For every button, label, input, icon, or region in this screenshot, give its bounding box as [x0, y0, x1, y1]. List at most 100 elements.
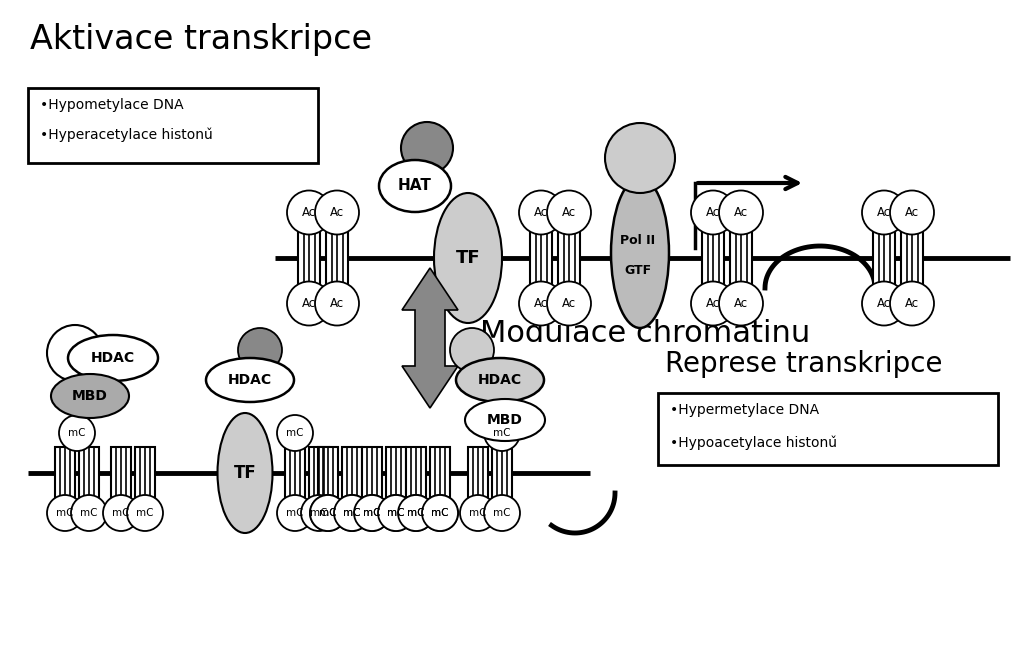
Bar — [430, 447, 450, 499]
Ellipse shape — [206, 358, 294, 402]
Circle shape — [310, 495, 346, 531]
Bar — [285, 447, 305, 499]
Circle shape — [862, 281, 906, 325]
Bar — [111, 447, 131, 499]
Text: Ac: Ac — [330, 206, 344, 219]
Text: Ac: Ac — [534, 206, 548, 219]
Text: mC: mC — [56, 508, 74, 518]
Circle shape — [890, 281, 934, 325]
Text: mC: mC — [469, 508, 486, 518]
Bar — [901, 231, 923, 286]
Circle shape — [278, 415, 313, 451]
Circle shape — [354, 495, 390, 531]
Bar — [468, 447, 488, 499]
Bar — [318, 447, 338, 499]
Text: Ac: Ac — [734, 206, 749, 219]
Text: HDAC: HDAC — [228, 373, 272, 387]
Bar — [702, 231, 724, 286]
Text: mC: mC — [364, 508, 381, 518]
Circle shape — [315, 281, 359, 325]
Text: mC: mC — [408, 508, 425, 518]
Text: Ac: Ac — [706, 206, 720, 219]
Circle shape — [422, 495, 458, 531]
Text: Ac: Ac — [302, 206, 316, 219]
Circle shape — [401, 122, 453, 174]
Circle shape — [378, 495, 414, 531]
Text: •Hypoacetylace histonǔ: •Hypoacetylace histonǔ — [670, 435, 837, 450]
Text: Pol II: Pol II — [621, 233, 655, 246]
Circle shape — [691, 281, 735, 325]
Text: MBD: MBD — [487, 413, 523, 427]
Circle shape — [103, 495, 139, 531]
Text: mC: mC — [431, 508, 449, 518]
Bar — [135, 447, 155, 499]
Ellipse shape — [465, 399, 545, 441]
Text: Ac: Ac — [905, 297, 920, 310]
Circle shape — [59, 415, 95, 451]
Ellipse shape — [68, 335, 158, 381]
Circle shape — [719, 281, 763, 325]
Bar — [362, 447, 382, 499]
Ellipse shape — [434, 193, 502, 323]
Text: mC: mC — [387, 508, 404, 518]
Ellipse shape — [611, 178, 669, 328]
Circle shape — [484, 495, 520, 531]
Text: mC: mC — [310, 508, 328, 518]
Circle shape — [519, 191, 563, 235]
Bar — [79, 447, 99, 499]
FancyBboxPatch shape — [658, 393, 998, 465]
Text: mC: mC — [387, 508, 404, 518]
Text: mC: mC — [494, 428, 511, 438]
Text: HDAC: HDAC — [478, 373, 522, 387]
Text: Ac: Ac — [562, 297, 577, 310]
Bar — [406, 447, 426, 499]
Text: mC: mC — [431, 508, 449, 518]
Text: •Hyperacetylace histonǔ: •Hyperacetylace histonǔ — [40, 128, 213, 143]
Ellipse shape — [379, 160, 451, 212]
Text: Ac: Ac — [330, 297, 344, 310]
Ellipse shape — [51, 374, 129, 418]
Circle shape — [310, 495, 346, 531]
Circle shape — [519, 281, 563, 325]
Text: Ac: Ac — [562, 206, 577, 219]
Circle shape — [287, 191, 331, 235]
Text: •Hypermetylace DNA: •Hypermetylace DNA — [670, 403, 819, 417]
Text: mC: mC — [287, 508, 304, 518]
Bar — [309, 447, 329, 499]
Text: Represe transkripce: Represe transkripce — [665, 350, 942, 378]
Circle shape — [547, 281, 591, 325]
Bar — [730, 231, 752, 286]
Circle shape — [719, 191, 763, 235]
Circle shape — [334, 495, 370, 531]
Text: TF: TF — [233, 464, 256, 482]
Text: Aktivace transkripce: Aktivace transkripce — [30, 23, 372, 56]
Bar — [492, 447, 512, 499]
Text: mC: mC — [113, 508, 130, 518]
Circle shape — [691, 191, 735, 235]
Circle shape — [605, 123, 675, 193]
Circle shape — [287, 281, 331, 325]
Text: Ac: Ac — [877, 206, 891, 219]
Text: mC: mC — [364, 508, 381, 518]
Circle shape — [127, 495, 163, 531]
Bar — [530, 231, 552, 286]
Circle shape — [71, 495, 106, 531]
Circle shape — [398, 495, 434, 531]
Ellipse shape — [456, 358, 544, 402]
Circle shape — [422, 495, 458, 531]
Circle shape — [398, 495, 434, 531]
Ellipse shape — [217, 413, 272, 533]
Text: mC: mC — [343, 508, 360, 518]
Text: Ac: Ac — [706, 297, 720, 310]
FancyBboxPatch shape — [28, 88, 318, 163]
Text: mC: mC — [343, 508, 360, 518]
Bar — [298, 231, 319, 286]
Text: Ac: Ac — [302, 297, 316, 310]
Polygon shape — [402, 268, 458, 408]
Text: mC: mC — [80, 508, 97, 518]
Text: MBD: MBD — [72, 389, 108, 403]
Text: mC: mC — [494, 508, 511, 518]
Text: mC: mC — [319, 508, 337, 518]
Bar — [386, 447, 406, 499]
Bar — [558, 231, 580, 286]
